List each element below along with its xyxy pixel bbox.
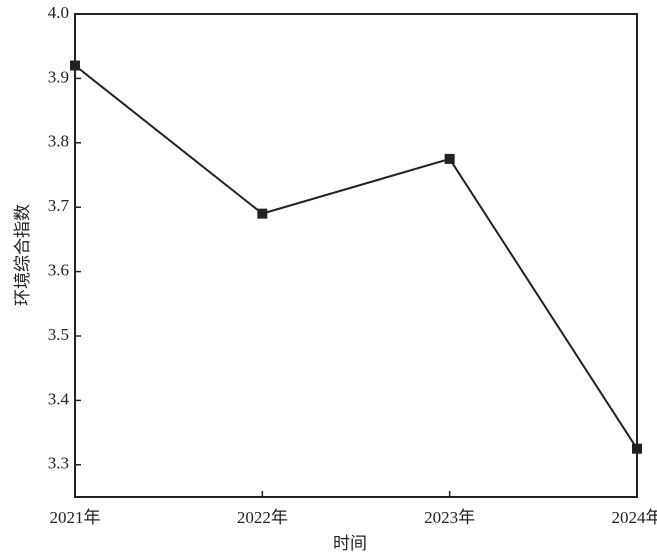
line (74, 64, 638, 450)
x-tick-label: 2023年 (424, 508, 475, 527)
y-tick-label: 3.6 (48, 261, 69, 280)
x-tick-label: 2022年 (237, 508, 288, 527)
x-axis-label: 时间 (333, 534, 367, 553)
y-tick-label: 3.7 (48, 196, 70, 215)
marker (257, 208, 268, 219)
x-tick-label: 2021年 (50, 508, 101, 527)
plot-frame (74, 13, 638, 498)
y-tick-label: 4.0 (48, 3, 69, 22)
marker (70, 60, 80, 71)
marker (444, 153, 455, 164)
y-tick-label: 3.4 (48, 389, 70, 408)
y-tick-label: 3.3 (48, 454, 69, 473)
y-axis-label: 环境综合指数 (13, 204, 32, 306)
y-tick-label: 3.8 (48, 132, 69, 151)
marker (632, 443, 642, 454)
y-tick-label: 3.5 (48, 325, 69, 344)
x-tick-label: 2024年 (612, 508, 657, 527)
y-tick-label: 3.9 (48, 67, 69, 86)
